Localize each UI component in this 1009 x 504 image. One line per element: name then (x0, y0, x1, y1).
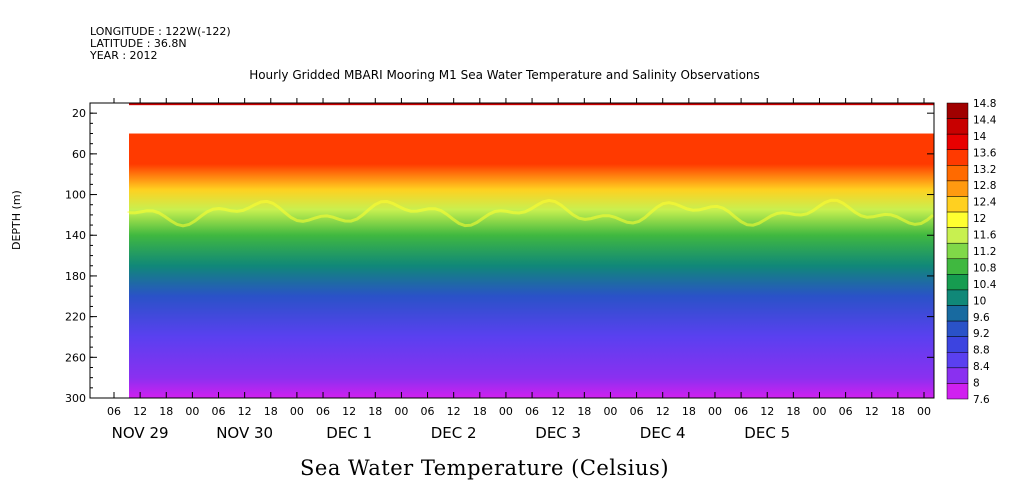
x-tick-label: 12 (238, 405, 252, 418)
plot-area (90, 103, 934, 398)
colorbar-label: 10.4 (973, 279, 997, 291)
colorbar-label: 10 (973, 295, 986, 307)
y-tick-label: 100 (65, 189, 86, 202)
colorbar-swatch (946, 258, 969, 275)
x-day-label: NOV 29 (112, 424, 169, 442)
x-tick-label: 06 (630, 405, 644, 418)
y-tick-label: 60 (72, 148, 86, 161)
colorbar-swatch (946, 165, 969, 182)
x-tick-label: 18 (264, 405, 278, 418)
colorbar-swatch (946, 180, 969, 197)
x-axis-title: Sea Water Temperature (Celsius) (300, 456, 670, 480)
colorbar: 14.8 14.4 14 13.6 13.2 12.8 12.4 12 11.6 11.2 10.8… (946, 98, 997, 406)
x-tick-label: 12 (551, 405, 565, 418)
temperature-field (129, 103, 934, 398)
colorbar-swatch (946, 305, 969, 322)
colorbar-label: 13.2 (973, 164, 996, 176)
colorbar-label: 14.8 (973, 98, 996, 110)
colorbar-label: 8 (973, 378, 980, 390)
x-tick-label: 18 (473, 405, 487, 418)
chart-title: Hourly Gridded MBARI Mooring M1 Sea Wate… (249, 68, 760, 82)
plot-frame (89, 102, 935, 399)
colorbar-swatch (946, 102, 969, 119)
colorbar-swatch (946, 274, 969, 291)
x-tick-label: 00 (812, 405, 826, 418)
x-day-label: DEC 5 (744, 424, 790, 442)
colorbar-swatch (946, 320, 969, 337)
x-tick-label: 00 (185, 405, 199, 418)
y-tick-label: 180 (65, 270, 86, 283)
colorbar-label: 14 (973, 131, 987, 143)
colorbar-label: 11.6 (973, 230, 997, 242)
x-tick-label: 06 (839, 405, 853, 418)
thermocline-line (127, 198, 934, 228)
x-day-label: DEC 4 (640, 424, 686, 442)
colorbar-swatch (946, 118, 969, 135)
x-tick-label: 12 (342, 405, 356, 418)
colorbar-swatch (946, 149, 969, 166)
x-tick-label: 18 (682, 405, 696, 418)
colorbar-swatch (946, 289, 969, 306)
x-tick-label: 00 (603, 405, 617, 418)
y-tick-label: 220 (65, 311, 86, 324)
x-day-label: DEC 2 (431, 424, 477, 442)
x-tick-label: 12 (865, 405, 879, 418)
colorbar-swatch (946, 211, 969, 228)
colorbar-label: 13.6 (973, 147, 997, 159)
colorbar-label: 14.4 (973, 114, 997, 126)
x-tick-label: 18 (891, 405, 905, 418)
colorbar-swatch (946, 352, 969, 369)
x-day-label: DEC 1 (326, 424, 372, 442)
x-tick-label: 12 (760, 405, 774, 418)
data-gap-band (129, 105, 934, 134)
no-data-region (90, 103, 129, 398)
colorbar-swatch (946, 227, 969, 244)
colorbar-label: 8.4 (973, 361, 990, 373)
x-day-label: DEC 3 (535, 424, 581, 442)
x-tick-label: 12 (447, 405, 461, 418)
x-tick-label: 00 (917, 405, 931, 418)
x-tick-label: 18 (159, 405, 173, 418)
x-tick-label: 12 (133, 405, 147, 418)
y-tick-label: 260 (65, 351, 86, 364)
colorbar-label: 11.2 (973, 246, 996, 258)
x-tick-label: 06 (212, 405, 226, 418)
x-tick-label: 00 (394, 405, 408, 418)
axes: 20 60 100 140 180 220 260 300 06 12 18 00 06 12 18 00 06… (65, 98, 935, 442)
x-tick-label: 06 (107, 405, 121, 418)
colorbar-swatch (946, 383, 969, 400)
y-tick-label: 300 (65, 392, 86, 405)
colorbar-swatch (946, 242, 969, 260)
colorbar-swatch (946, 336, 969, 353)
x-tick-label: 00 (290, 405, 304, 418)
x-tick-label: 00 (708, 405, 722, 418)
colorbar-label: 8.8 (973, 345, 990, 357)
year-label: YEAR : 2012 (90, 49, 158, 62)
x-tick-label: 06 (316, 405, 330, 418)
colorbar-label: 9.6 (973, 312, 990, 324)
colorbar-label: 10.8 (973, 262, 996, 274)
longitude-label: LONGITUDE : 122W(-122) (90, 25, 231, 38)
x-tick-label: 06 (734, 405, 748, 418)
x-tick-label: 06 (421, 405, 435, 418)
x-tick-label: 12 (656, 405, 670, 418)
colorbar-swatch (946, 367, 969, 384)
y-tick-label: 20 (72, 107, 86, 120)
y-tick-label: 140 (65, 229, 86, 242)
x-tick-label: 18 (368, 405, 382, 418)
colorbar-label: 12.4 (973, 197, 997, 209)
x-tick-label: 00 (499, 405, 513, 418)
latitude-label: LATITUDE : 36.8N (90, 37, 187, 50)
colorbar-label: 9.2 (973, 328, 990, 340)
x-day-label: NOV 30 (216, 424, 273, 442)
x-tick-label: 18 (786, 405, 800, 418)
colorbar-label: 7.6 (973, 394, 990, 406)
x-tick-label: 06 (525, 405, 539, 418)
colorbar-label: 12 (973, 213, 986, 225)
x-tick-label: 18 (577, 405, 591, 418)
colorbar-swatch (946, 196, 969, 213)
colorbar-swatch (946, 133, 969, 150)
colorbar-label: 12.8 (973, 180, 996, 192)
